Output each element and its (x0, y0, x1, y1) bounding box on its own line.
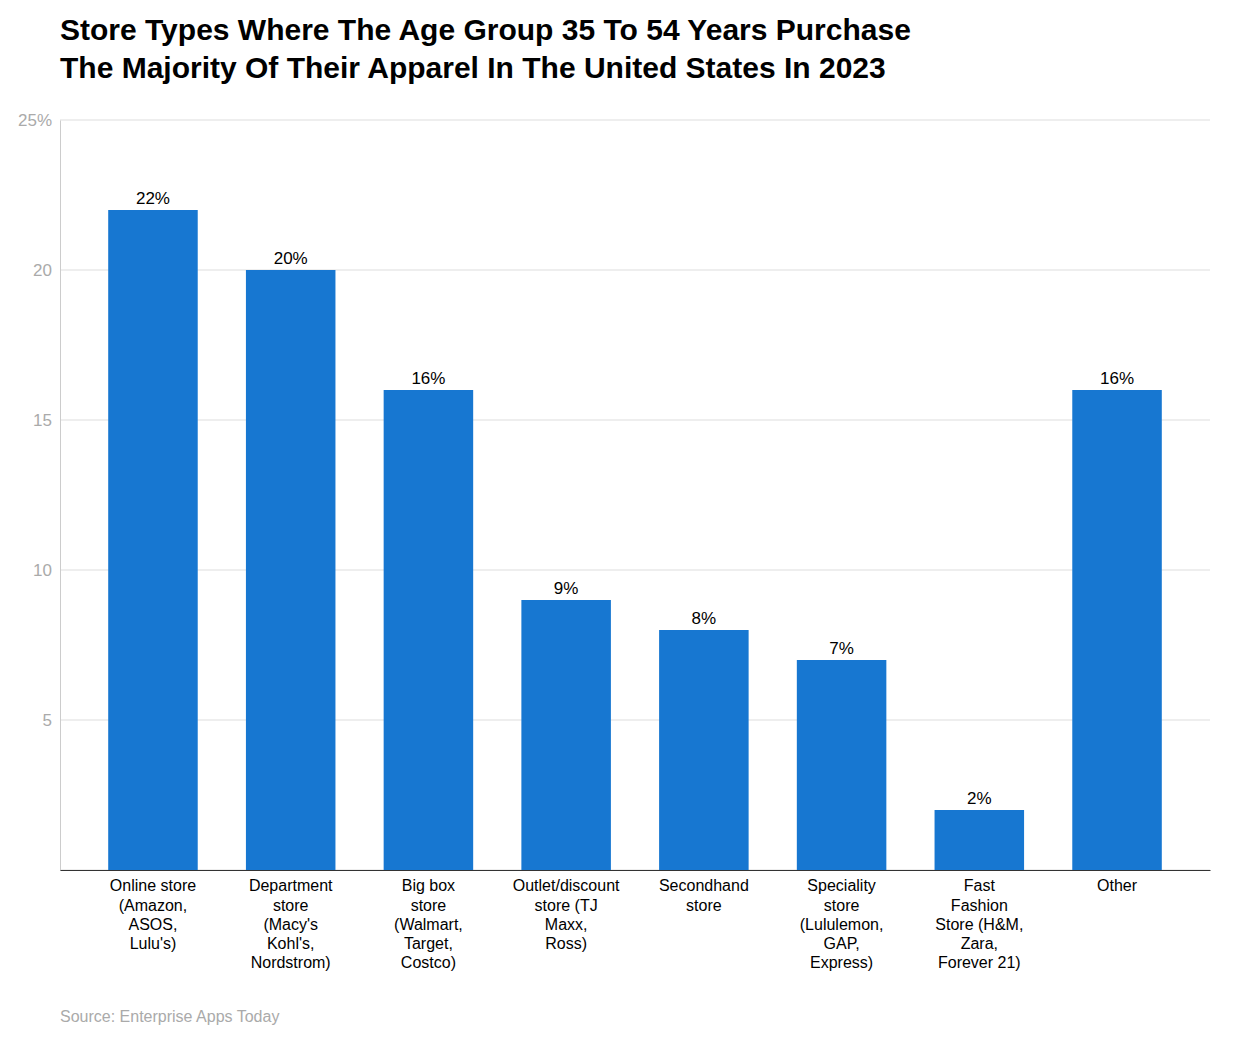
data-label: 9% (554, 579, 579, 598)
title: Store Types Where The Age Group 35 To 54… (60, 13, 911, 84)
data-label: 16% (1100, 369, 1134, 388)
grid-line (60, 120, 1210, 121)
x-tick: Specialitystore(Lululemon,GAP,Express) (800, 870, 884, 971)
y-axis-line (60, 121, 61, 871)
x-tick: Departmentstore(Macy'sKohl's,Nordstrom) (249, 870, 333, 971)
bar (384, 390, 474, 870)
x-tick: Secondhandstore (659, 870, 749, 914)
x-tick: Big boxstore(Walmart,Target,Costco) (394, 870, 463, 971)
y-tick-label: 15 (33, 411, 52, 430)
bar (246, 270, 336, 870)
data-label: 16% (411, 369, 445, 388)
x-tick-label: FastFashionStore (H&M,Zara,Forever 21) (935, 877, 1023, 971)
grid-line (60, 570, 1210, 571)
x-tick-label: Outlet/discountstore (TJMaxx,Ross) (513, 877, 620, 952)
x-tick-label: Big boxstore(Walmart,Target,Costco) (394, 877, 463, 971)
y-axis: 5 10 15 20 25% (18, 111, 61, 871)
data-label: 22% (136, 189, 170, 208)
x-tick-label: Online store(Amazon,ASOS,Lulu's) (110, 877, 196, 952)
x-tick: Outlet/discountstore (TJMaxx,Ross) (513, 870, 620, 952)
grid-line (60, 870, 1210, 871)
data-label: 2% (967, 789, 992, 808)
bar (797, 660, 887, 870)
data-label: 7% (829, 639, 854, 658)
grid (60, 120, 1210, 870)
y-tick: 10 (33, 561, 60, 580)
source: Source: Enterprise Apps Today (60, 1008, 279, 1025)
x-axis: Online store(Amazon,ASOS,Lulu's) Departme… (61, 870, 1211, 971)
x-axis-line (61, 870, 1211, 871)
bars (108, 210, 1162, 870)
grid-line (60, 420, 1210, 421)
grid-line (60, 720, 1210, 721)
y-tick: 5 (43, 711, 60, 730)
plot: 22% 20% 16% 9% 8% 7% 2% 16% 5 10 15 20 25% Online sto… (18, 111, 1211, 971)
grid-line (60, 270, 1210, 271)
bar (1072, 390, 1162, 870)
y-tick-label: 20 (33, 261, 52, 280)
y-tick-label: 10 (33, 561, 52, 580)
x-tick: Other (1097, 870, 1138, 894)
bar (521, 600, 611, 870)
y-tick-label: 25% (18, 111, 52, 130)
x-tick-label: Other (1097, 877, 1138, 894)
x-tick-label: Secondhandstore (659, 877, 749, 913)
bar (108, 210, 198, 870)
y-tick: 15 (33, 411, 60, 430)
data-labels: 22% 20% 16% 9% 8% 7% 2% 16% (136, 189, 1134, 808)
chart: 22% 20% 16% 9% 8% 7% 2% 16% 5 10 15 20 25% Online sto… (0, 0, 1240, 1040)
y-tick: 20 (33, 261, 60, 280)
x-tick: Online store(Amazon,ASOS,Lulu's) (110, 870, 196, 952)
x-tick: FastFashionStore (H&M,Zara,Forever 21) (935, 870, 1023, 971)
x-tick-label: Departmentstore(Macy'sKohl's,Nordstrom) (249, 877, 333, 971)
y-tick-label: 5 (43, 711, 52, 730)
data-label: 8% (692, 609, 717, 628)
bar (659, 630, 749, 870)
data-label: 20% (274, 249, 308, 268)
x-tick-label: Specialitystore(Lululemon,GAP,Express) (800, 877, 884, 971)
y-tick: 25% (18, 111, 60, 130)
bar (935, 810, 1025, 870)
